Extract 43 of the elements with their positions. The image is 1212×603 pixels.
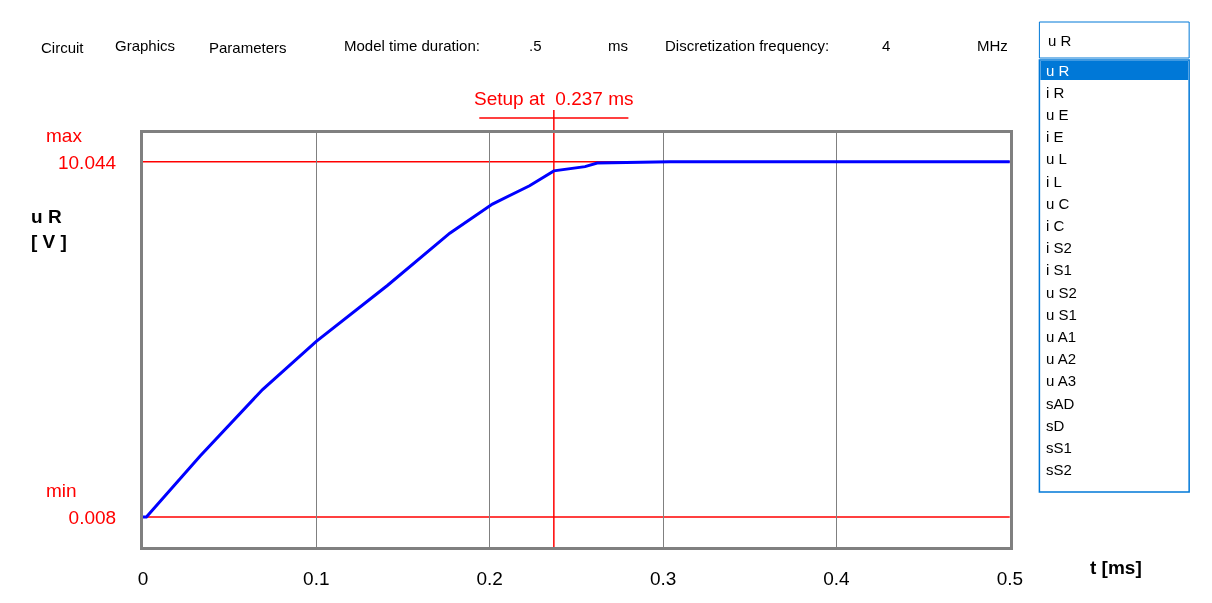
text: i E <box>1046 128 1064 145</box>
text: u A3 <box>1046 372 1077 389</box>
x-tick-label: 0.2 <box>476 567 503 589</box>
text: u A1 <box>1046 328 1077 345</box>
text: u R <box>1048 32 1072 49</box>
text: u S1 <box>1046 306 1077 323</box>
text: ms <box>608 37 628 54</box>
text: Parameters <box>209 39 287 56</box>
text: max <box>46 125 83 146</box>
x-axis-title: t [ms] <box>1090 557 1142 578</box>
x-tick-label: 0.1 <box>303 567 330 589</box>
ref-line-label: Setup at 0.237 ms <box>474 88 634 109</box>
y-tick-label: 10.044 <box>58 151 117 173</box>
text: i C <box>1046 217 1065 234</box>
text: u S2 <box>1046 284 1077 301</box>
text: sS2 <box>1046 461 1072 478</box>
text: MHz <box>977 37 1008 54</box>
text: i S1 <box>1046 261 1072 278</box>
y-axis-title: u R [ V ] <box>31 206 67 252</box>
text: 4 <box>882 37 891 54</box>
text: i L <box>1046 173 1062 190</box>
text: sAD <box>1046 395 1075 412</box>
text: u C <box>1046 195 1070 212</box>
text: u A2 <box>1046 350 1077 367</box>
text: sS1 <box>1046 439 1072 456</box>
text: Discretization frequency: <box>665 37 830 54</box>
x-tick-label: 0 <box>137 567 149 589</box>
text: Model time duration: <box>344 37 480 54</box>
text: min <box>46 480 77 501</box>
text: Graphics <box>115 37 176 54</box>
x-tick-label: 0.5 <box>996 567 1024 589</box>
text: u R <box>1046 62 1070 79</box>
y-tick-label: 0.008 <box>68 506 117 528</box>
text: .5 <box>529 37 542 54</box>
text: Circuit <box>41 39 85 56</box>
text: u L <box>1046 150 1067 167</box>
text: u E <box>1046 106 1069 123</box>
text: i R <box>1046 84 1065 101</box>
x-tick-label: 0.3 <box>649 567 677 589</box>
text: i S2 <box>1046 239 1072 256</box>
line-series <box>142 160 1010 519</box>
text: sD <box>1046 417 1065 434</box>
x-tick-label: 0.4 <box>823 567 851 589</box>
